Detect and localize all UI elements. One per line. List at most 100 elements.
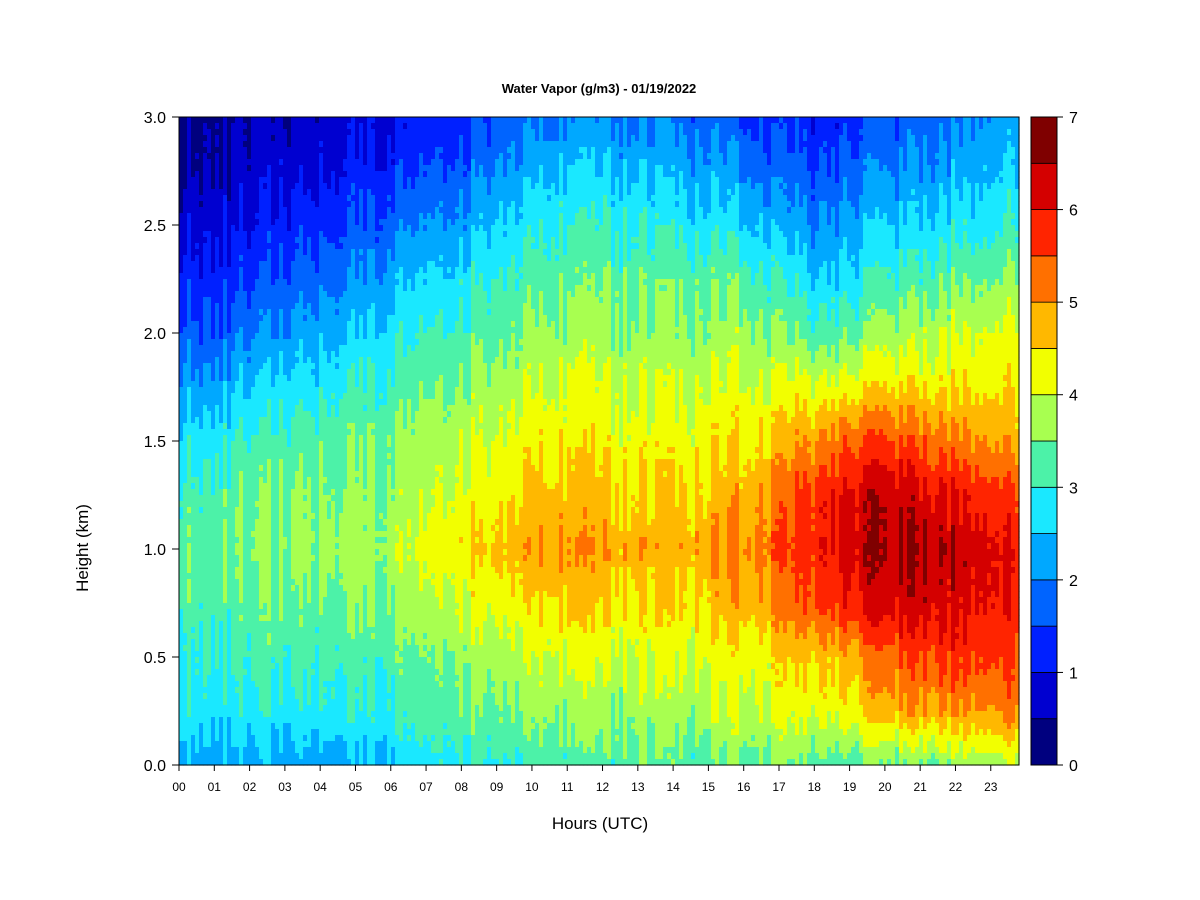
heatmap-cell [207,129,212,136]
heatmap-cell [191,147,196,154]
heatmap-cell [895,147,900,154]
heatmap-cell [611,135,616,142]
heatmap-cell [815,171,820,178]
heatmap-cell [779,249,784,256]
heatmap-cell [951,219,956,226]
heatmap-cell [475,189,480,196]
heatmap-cell [559,177,564,184]
heatmap-cell [359,213,364,220]
heatmap-cell [535,249,540,256]
heatmap-cell [799,237,804,244]
heatmap-cell [859,141,864,148]
heatmap-cell [251,255,256,262]
heatmap-cell [915,147,920,154]
heatmap-cell [847,159,852,166]
heatmap-cell [575,231,580,238]
heatmap-cell [659,189,664,196]
heatmap-cell [535,153,540,160]
heatmap-cell [383,129,388,136]
heatmap-cell [523,183,528,190]
heatmap-cell [303,219,308,226]
heatmap-cell [483,243,488,250]
heatmap-cell [587,225,592,232]
heatmap-cell [511,243,516,250]
heatmap-cell [279,171,284,178]
heatmap-cell [903,129,908,136]
heatmap-cell [495,123,500,130]
heatmap-cell [775,237,780,244]
heatmap-cell [583,195,588,202]
heatmap-cell [591,213,596,220]
heatmap-cell [971,153,976,160]
heatmap-cell [855,201,860,208]
heatmap-cell [199,171,204,178]
heatmap-cell [771,249,776,256]
heatmap-cell [723,117,728,124]
heatmap-cell [223,213,228,220]
heatmap-cell [623,201,628,208]
heatmap-cell [423,123,428,130]
heatmap-cell [343,219,348,226]
heatmap-cell [351,255,356,262]
heatmap-cell [783,153,788,160]
heatmap-cell [419,189,424,196]
heatmap-cell [903,213,908,220]
heatmap-cell [371,165,376,172]
heatmap-cell [395,123,400,130]
heatmap-cell [875,135,880,142]
heatmap-cell [887,177,892,184]
heatmap-cell [259,249,264,256]
heatmap-cell [647,255,652,262]
heatmap-cell [635,153,640,160]
heatmap-cell [647,201,652,208]
heatmap-cell [331,237,336,244]
heatmap-cell [335,231,340,238]
heatmap-cell [455,129,460,136]
heatmap-cell [563,117,568,124]
heatmap-cell [283,207,288,214]
heatmap-cell [263,255,268,262]
heatmap-cell [991,225,996,232]
heatmap-cell [523,165,528,172]
heatmap-cell [239,219,244,226]
heatmap-cell [443,195,448,202]
heatmap-cell [271,243,276,250]
heatmap-cell [767,141,772,148]
heatmap-cell [899,129,904,136]
heatmap-cell [303,213,308,220]
heatmap-cell [227,213,232,220]
heatmap-cell [631,183,636,190]
heatmap-cell [955,129,960,136]
heatmap-cell [759,165,764,172]
heatmap-cell [967,177,972,184]
heatmap-cell [559,123,564,130]
heatmap-cell [795,159,800,166]
heatmap-cell [587,159,592,166]
heatmap-cell [583,117,588,124]
heatmap-cell [983,249,988,256]
heatmap-cell [899,123,904,130]
heatmap-cell [883,213,888,220]
heatmap-cell [815,213,820,220]
heatmap-cell [487,201,492,208]
heatmap-cell [343,177,348,184]
heatmap-cell [803,123,808,130]
heatmap-cell [355,141,360,148]
heatmap-cell [751,189,756,196]
heatmap-cell [231,225,236,232]
heatmap-cell [351,207,356,214]
heatmap-cell [863,141,868,148]
heatmap-cell [839,249,844,256]
heatmap-cell [555,201,560,208]
heatmap-cell [883,135,888,142]
heatmap-cell [315,255,320,262]
heatmap-cell [459,153,464,160]
heatmap-cell [983,195,988,202]
heatmap-cell [667,225,672,232]
heatmap-cell [743,147,748,154]
heatmap-cell [431,159,436,166]
heatmap-cell [875,117,880,124]
heatmap-cell [743,129,748,136]
heatmap-cell [511,153,516,160]
heatmap-cell [259,219,264,226]
